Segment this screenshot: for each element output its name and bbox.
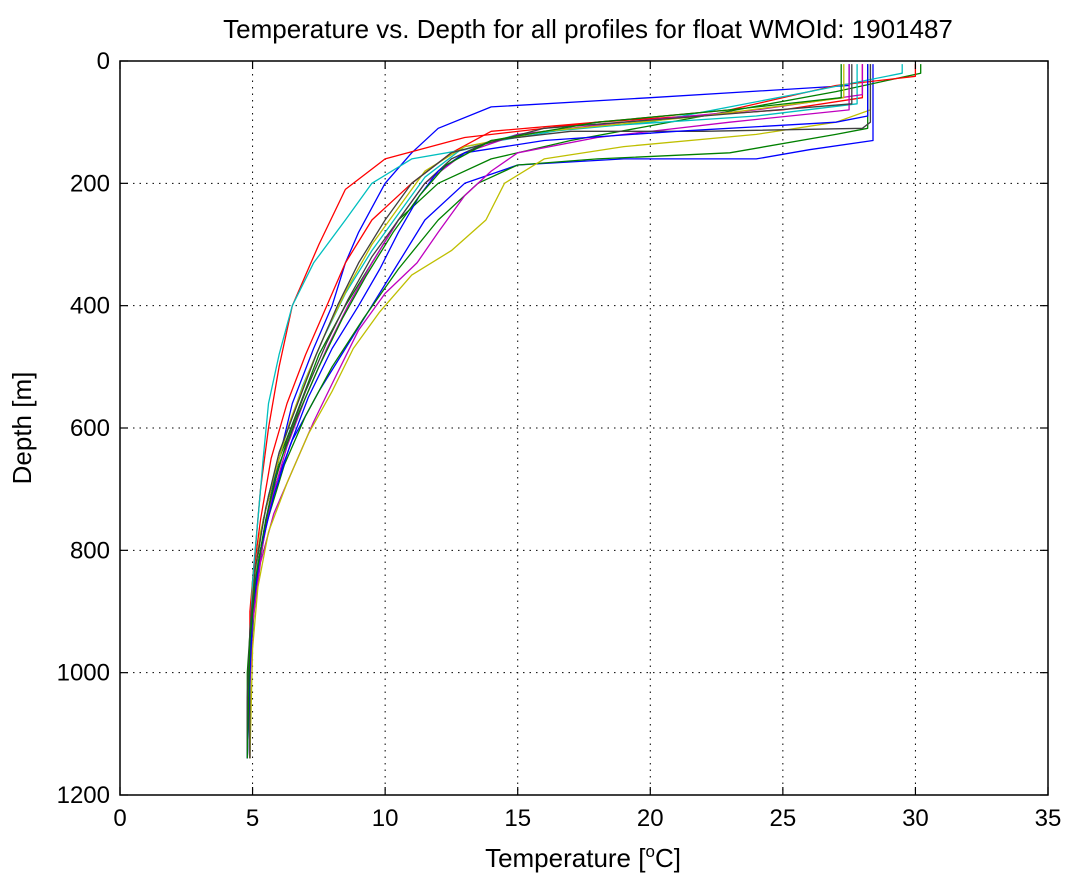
profile-line-6 bbox=[246, 64, 864, 759]
x-axis-label: Temperature [oC] bbox=[485, 842, 681, 873]
profile-line-14 bbox=[246, 64, 853, 759]
profile-line-16 bbox=[246, 64, 842, 759]
x-tick-label: 30 bbox=[902, 805, 929, 832]
axis-ticks: 0 5 10 15 20 25 30 35 0 200 400 600 800 1000 1200 bbox=[57, 48, 1062, 832]
plot-area bbox=[246, 64, 922, 759]
y-tick-label: 200 bbox=[70, 170, 110, 197]
x-tick-label: 5 bbox=[246, 805, 259, 832]
y-tick-label: 1200 bbox=[57, 782, 110, 809]
y-tick-label: 0 bbox=[97, 48, 110, 75]
profile-line-11 bbox=[249, 64, 872, 759]
x-tick-label: 0 bbox=[113, 805, 126, 832]
x-tick-label: 20 bbox=[637, 805, 664, 832]
x-axis-label-prefix: Temperature [ bbox=[485, 843, 646, 873]
x-tick-label: 10 bbox=[372, 805, 399, 832]
y-tick-label: 400 bbox=[70, 293, 110, 320]
y-tick-label: 600 bbox=[70, 415, 110, 442]
x-axis-label-superscript: o bbox=[645, 842, 654, 861]
y-tick-label: 800 bbox=[70, 537, 110, 564]
x-axis-label-suffix: C] bbox=[655, 843, 681, 873]
y-tick-label: 1000 bbox=[57, 660, 110, 687]
x-tick-label: 25 bbox=[770, 805, 797, 832]
x-tick-label: 15 bbox=[504, 805, 531, 832]
chart-title: Temperature vs. Depth for all profiles f… bbox=[223, 14, 953, 44]
y-axis-label: Depth [m] bbox=[7, 372, 37, 485]
x-tick-label: 35 bbox=[1035, 805, 1062, 832]
profile-line-9 bbox=[249, 64, 850, 759]
